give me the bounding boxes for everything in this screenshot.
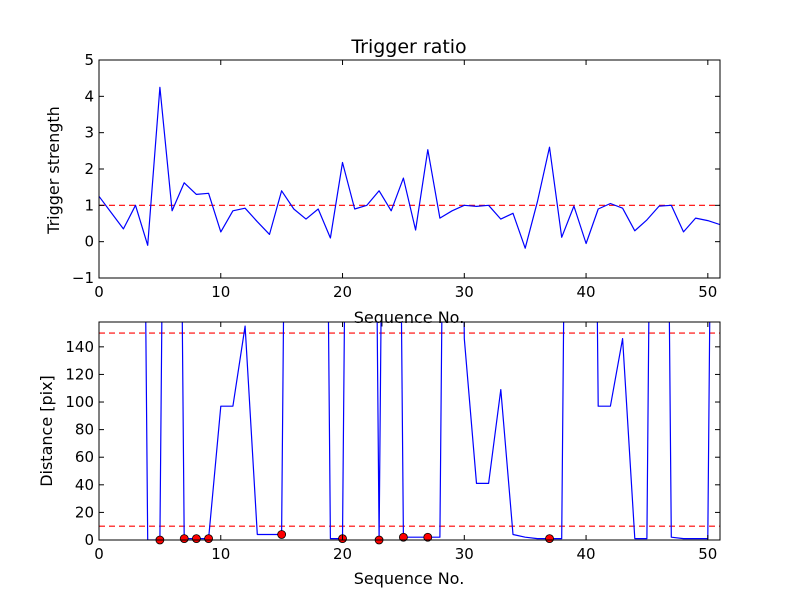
x-axis-label: Sequence No. [354,308,465,327]
y-axis-label: Distance [pix] [37,375,56,487]
x-tick-label: 0 [94,545,104,563]
trigger-ratio-chart: Trigger ratio Sequence No. Trigger stren… [44,36,721,327]
marker-point [423,532,433,542]
x-tick-label: 10 [211,545,230,563]
y-tick-label: 2 [84,160,94,178]
y-tick-label: −1 [72,269,94,287]
x-tick-label: 50 [698,545,717,563]
x-tick-label: 20 [333,545,352,563]
y-tick-label: 1 [84,196,94,214]
y-tick-label: 4 [84,87,94,105]
y-tick-label: 40 [75,476,94,494]
y-axis-label: Trigger strength [44,106,63,235]
y-tick-label: 120 [65,365,94,383]
y-tick-label: 100 [65,393,94,411]
series-line [145,322,711,540]
marker-point [179,534,189,544]
x-tick-label: 40 [577,283,596,301]
x-tick-label: 30 [455,283,474,301]
y-tick-label: 140 [65,338,94,356]
x-tick-label: 30 [455,545,474,563]
y-tick-label: 5 [84,51,94,69]
x-tick-label: 50 [698,283,717,301]
x-tick-label: 20 [333,283,352,301]
y-tick-label: 3 [84,124,94,142]
y-tick-label: 0 [84,531,94,549]
plot-area [99,86,720,249]
series-line [99,86,720,249]
x-axis-label: Sequence No. [354,569,465,588]
distance-chart: Sequence No. Distance [pix] 0 10 20 30 40 50 0… [37,321,721,588]
y-tick-label: 80 [75,421,94,439]
plot-frame [98,321,721,541]
y-tick-label: 0 [84,233,94,251]
y-tick-label: 60 [75,448,94,466]
chart-title: Trigger ratio [350,36,466,58]
marker-point [204,534,213,544]
plot-area [99,322,720,540]
marker-point [192,534,201,544]
marker-point [545,534,554,544]
x-tick-label: 0 [94,283,104,301]
x-tick-label: 10 [211,283,230,301]
marker-point [277,530,287,539]
x-tick-label: 40 [577,545,596,563]
y-tick-label: 20 [75,503,94,521]
marker-point [399,532,408,542]
